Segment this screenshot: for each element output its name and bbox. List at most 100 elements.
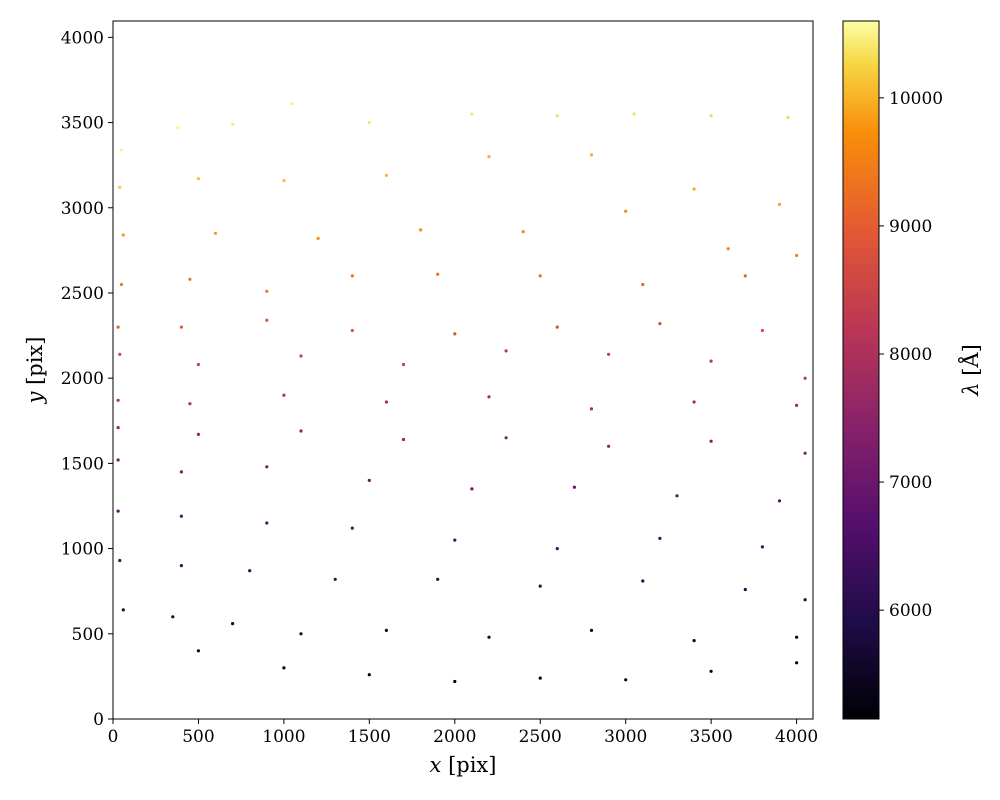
scatter-point: [555, 325, 559, 329]
scatter-point: [118, 185, 122, 189]
scatter-point: [419, 228, 423, 232]
scatter-point: [487, 635, 491, 639]
colorbar: 6000 7000 8000 9000 10000 λ [Å]: [842, 20, 983, 720]
scatter-point: [116, 426, 120, 430]
x-tick-label: 2500: [519, 727, 562, 747]
scatter-point: [487, 155, 491, 159]
y-tick-label: 4000: [61, 28, 104, 48]
colorbar-tick-label: 9000: [889, 217, 932, 237]
x-axis-title: x [pix]: [430, 753, 497, 777]
scatter-point: [538, 584, 542, 588]
scatter-point: [116, 325, 120, 329]
scatter-point: [795, 661, 799, 665]
scatter-point: [692, 639, 696, 643]
y-tick-label: 0: [93, 710, 104, 730]
scatter-point: [179, 564, 183, 568]
scatter-point: [176, 126, 180, 130]
scatter-point: [118, 352, 122, 356]
y-tick-label: 2500: [61, 284, 104, 304]
scatter-point: [265, 289, 269, 293]
colorbar-title: λ [Å]: [958, 344, 983, 397]
scatter-point: [401, 362, 406, 367]
scatter-point: [624, 209, 628, 213]
colorbar-ticks: 6000 7000 8000 9000 10000: [879, 89, 943, 621]
scatter-point: [760, 545, 765, 549]
scatter-point: [624, 678, 628, 682]
axes-frame: [112, 20, 814, 720]
scatter-point: [555, 114, 559, 118]
scatter-point: [538, 274, 542, 278]
scatter-point: [607, 352, 611, 356]
colorbar-gradient: [843, 21, 879, 719]
scatter-point: [350, 526, 354, 530]
scatter-point: [265, 318, 269, 322]
scatter-point: [384, 173, 388, 177]
scatter-point: [401, 437, 406, 442]
scatter-point: [795, 635, 799, 639]
scatter-point: [504, 436, 508, 440]
y-tick-label: 500: [72, 625, 104, 645]
scatter-point: [282, 666, 286, 670]
colorbar-tick-label: 10000: [889, 89, 943, 109]
colorbar-frame: [842, 20, 880, 720]
y-axis-title: y [pix]: [23, 337, 47, 405]
scatter-point: [572, 485, 577, 489]
scatter-point: [555, 547, 559, 551]
scatter-point: [196, 177, 200, 181]
scatter-point: [367, 478, 371, 482]
colorbar-tick-label: 8000: [889, 345, 932, 365]
scatter-points: [116, 102, 807, 684]
scatter-point: [726, 247, 730, 251]
scatter-point: [282, 178, 286, 183]
x-axis-ticks: 0 500 1000 1500 2000 2500 3000 3500 4000: [108, 719, 818, 747]
scatter-point: [299, 354, 303, 358]
scatter-point: [795, 253, 799, 258]
scatter-point: [709, 359, 713, 363]
y-tick-label: 3000: [61, 199, 104, 219]
scatter-point: [795, 403, 799, 407]
scatter-point: [641, 282, 645, 287]
x-tick-label: 500: [182, 727, 214, 747]
scatter-point: [179, 514, 183, 518]
scatter-point: [453, 538, 457, 542]
scatter-point: [453, 679, 457, 684]
scatter-point: [316, 236, 320, 240]
scatter-point: [119, 148, 124, 152]
scatter-point: [589, 153, 594, 157]
plot-area: 0 500 1000 1500 2000 2500 3000 3500 4000 0 500 100…: [23, 20, 818, 777]
scatter-point: [607, 444, 611, 448]
scatter-point: [333, 577, 337, 581]
scatter-point: [589, 628, 594, 633]
x-tick-label: 2000: [433, 727, 476, 747]
scatter-point: [504, 349, 508, 353]
scatter-point: [709, 669, 713, 673]
scatter-point: [367, 673, 371, 677]
scatter-point: [121, 233, 125, 237]
x-tick-label: 0: [108, 727, 119, 747]
scatter-point: [777, 499, 782, 503]
scatter-point: [436, 272, 440, 276]
scatter-point: [231, 122, 235, 126]
x-tick-label: 4000: [775, 727, 818, 747]
scatter-point: [179, 470, 183, 474]
scatter-point: [538, 676, 542, 680]
y-tick-label: 1000: [61, 540, 104, 560]
scatter-point: [436, 577, 440, 581]
scatter-point: [709, 114, 713, 118]
scatter-point: [760, 328, 765, 333]
scatter-point: [265, 465, 269, 469]
colorbar-tick-label: 6000: [889, 601, 932, 621]
scatter-point: [116, 398, 120, 402]
scatter-point: [709, 439, 713, 443]
scatter-point: [188, 402, 192, 406]
scatter-point: [692, 400, 696, 404]
scatter-point: [743, 587, 747, 592]
scatter-point: [470, 112, 474, 116]
scatter-point: [119, 282, 124, 287]
scatter-point: [658, 536, 662, 541]
scatter-point: [692, 187, 696, 191]
scatter-point: [350, 274, 354, 278]
scatter-point: [803, 598, 807, 602]
y-tick-label: 2000: [61, 369, 104, 389]
